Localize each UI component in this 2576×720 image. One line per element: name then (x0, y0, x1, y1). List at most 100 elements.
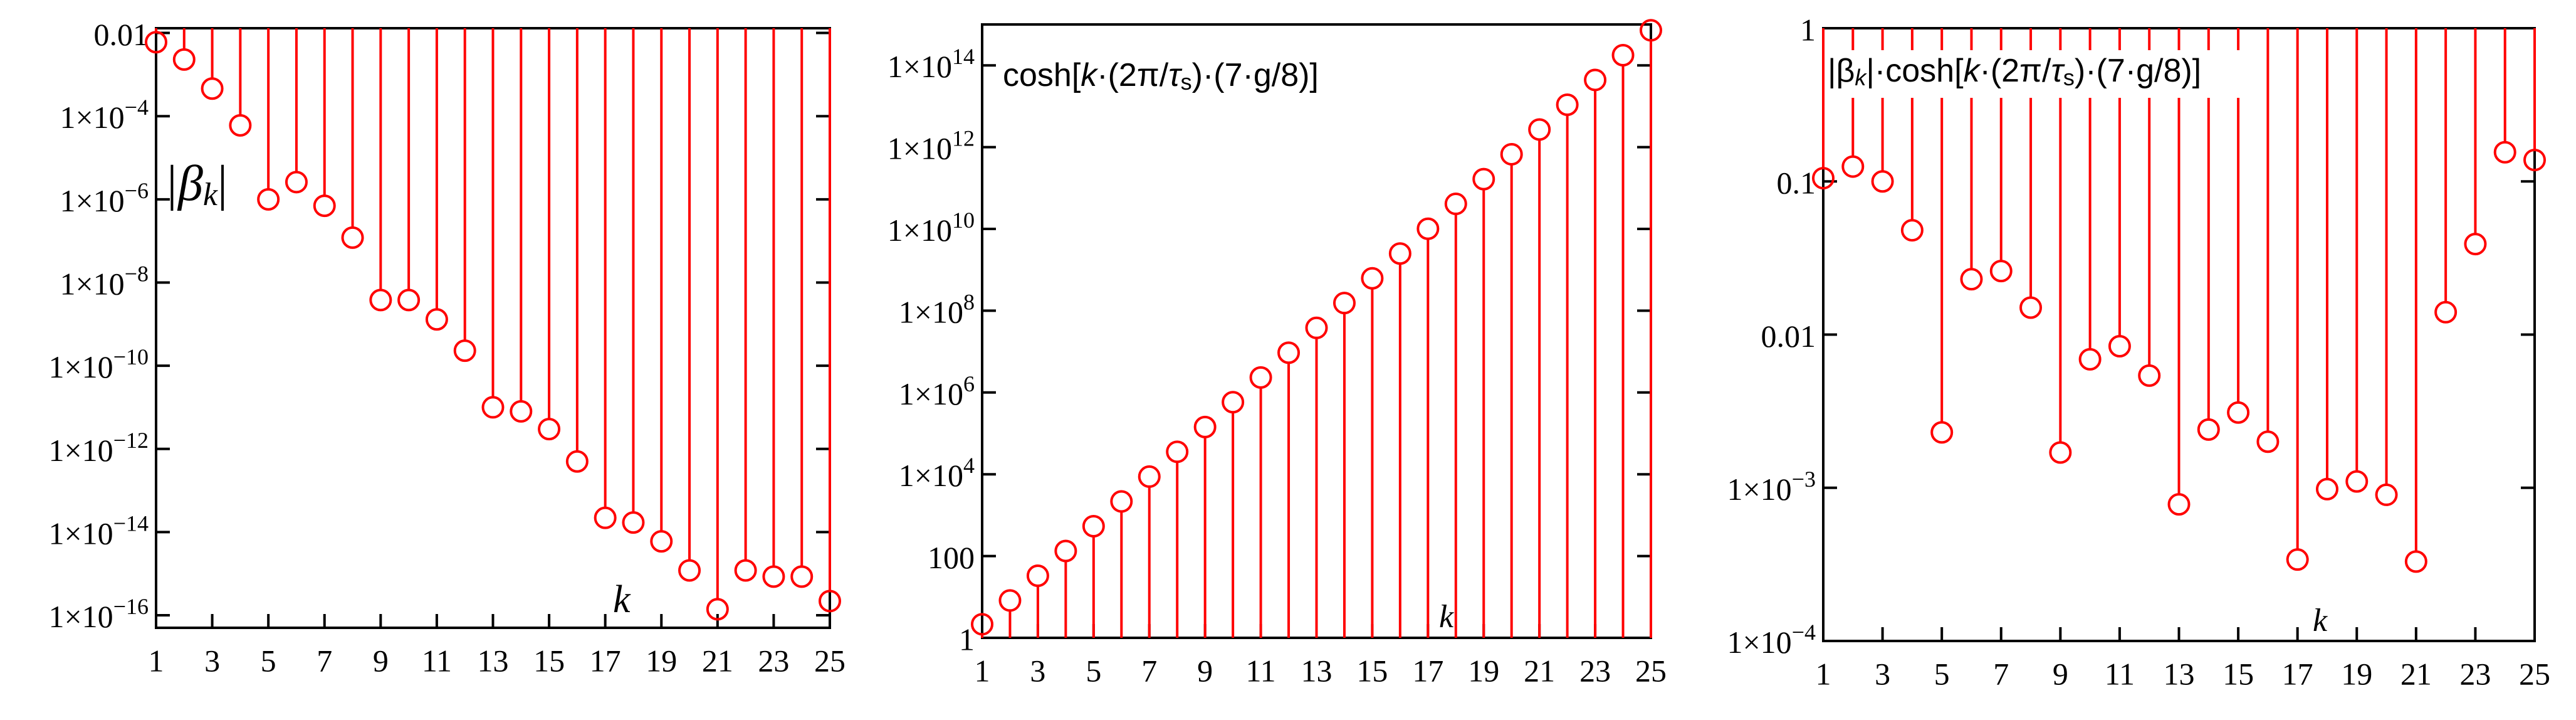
stem-marker (1900, 219, 1924, 242)
label-part: |β (164, 156, 203, 211)
stem-marker (1960, 268, 1983, 291)
y-tick-label: 1×1014 (887, 44, 975, 84)
stem-marker (201, 77, 224, 100)
x-tick-label: 9 (1197, 653, 1213, 688)
label-part: |·cosh[ (1866, 53, 1964, 89)
stem-marker (1361, 267, 1384, 290)
x-tick-label: 25 (1635, 653, 1667, 688)
stem-marker (1333, 292, 1356, 315)
x-tick-label: 1 (975, 653, 990, 688)
label-part: k (1964, 53, 1982, 89)
stem-marker (1166, 440, 1189, 463)
label-part: )·(7·g/8)] (2075, 53, 2201, 89)
label-part: | (217, 156, 228, 211)
stem-marker (622, 511, 645, 534)
x-tick-label: 5 (1086, 653, 1101, 688)
stem-marker (369, 289, 392, 312)
stem-marker (2019, 296, 2043, 319)
x-tick-label: 11 (2105, 656, 2135, 691)
label-part: τ (1168, 57, 1183, 93)
stem-marker (2375, 483, 2398, 506)
stem-marker (313, 194, 336, 218)
x-tick-label: 13 (1301, 653, 1333, 688)
stem-marker (2345, 470, 2369, 493)
y-tick-label: 1×10−8 (60, 262, 149, 302)
stem-marker (341, 226, 364, 249)
stem-marker (2108, 334, 2131, 357)
y-tick-label: 1×10−12 (48, 428, 149, 468)
x-tick-label: 5 (261, 643, 276, 678)
y-axis-label: |βk| (164, 156, 228, 213)
stem-marker (1193, 415, 1217, 438)
stem-marker (1082, 515, 1105, 538)
stem-marker (2078, 347, 2102, 371)
stem-marker (762, 565, 785, 588)
stem-marker (565, 450, 589, 473)
stem-marker (1500, 142, 1523, 166)
x-tick-label: 9 (373, 643, 389, 678)
x-tick-label: 13 (478, 643, 509, 678)
y-tick-label: 1×10−16 (48, 594, 149, 634)
plots: 0.01 1×10−4 1×10−6 1×10−8 1×10−10 1×10−12 1×10… (48, 12, 2550, 691)
stem-marker (2227, 401, 2250, 424)
x-tick-label: 21 (2401, 656, 2432, 691)
stem-marker (2523, 149, 2546, 172)
stem-marker (706, 598, 729, 621)
label-part: k (1855, 65, 1867, 90)
stem-marker (819, 590, 841, 613)
stem-marker (397, 289, 421, 312)
x-tick-label: 21 (1524, 653, 1555, 688)
x-tick-label: 7 (1141, 653, 1157, 688)
stem-marker (734, 559, 757, 582)
stem-marker (172, 48, 196, 71)
stem-marker (510, 400, 533, 423)
y-tick-label: 1×1012 (887, 126, 975, 166)
x-axis-label: k (1439, 599, 1454, 635)
stem-marker (1388, 242, 1411, 265)
y-tick-label: 1×104 (899, 453, 975, 493)
y-axis-label: cosh[k·(2π/τs)·(7·g/8)] (1003, 57, 1319, 95)
x-tick-label: 23 (2459, 656, 2491, 691)
y-tick-label: 0.1 (1777, 166, 1816, 201)
stem-marker (2286, 548, 2309, 571)
x-tick-label: 17 (590, 643, 621, 678)
x-tick-label: 7 (1993, 656, 2009, 691)
stem-marker (1584, 68, 1607, 92)
stem-marker (1556, 93, 1579, 116)
x-tick-label: 5 (1934, 656, 1950, 691)
x-tick-label: 9 (2053, 656, 2068, 691)
stem-marker (1640, 19, 1662, 42)
x-tick-label: 15 (1356, 653, 1388, 688)
label-part: s (2063, 65, 2075, 90)
label-part: s (1181, 69, 1192, 95)
stem-marker (2167, 493, 2191, 516)
y-tick-label: 1×10−3 (1727, 467, 1816, 507)
x-tick-label: 17 (2282, 656, 2313, 691)
x-tick-label: 3 (1875, 656, 1890, 691)
stem-marker (2256, 430, 2280, 453)
stem-marker (1249, 366, 1272, 389)
stem-marker (1930, 421, 1954, 444)
stem-marker (650, 530, 673, 553)
label-part: |β (1828, 53, 1855, 89)
label-part: ·(2π/ (1097, 57, 1168, 93)
stem-marker (1989, 260, 2013, 283)
y-tick-label: 1×10−10 (48, 344, 149, 384)
y-tick-label: 100 (928, 540, 975, 575)
stem-marker (1305, 316, 1328, 339)
stem-marker (594, 506, 617, 529)
stem-marker (1110, 490, 1133, 513)
y-tick-label: 0.01 (1761, 319, 1816, 354)
y-tick-label: 1×108 (899, 290, 975, 330)
x-tick-label: 23 (1579, 653, 1611, 688)
y-tick-label: 0.01 (94, 17, 149, 52)
stem-marker (285, 171, 308, 194)
stem-marker (538, 418, 561, 441)
stem-marker (1841, 155, 1865, 178)
stem-marker (1812, 167, 1835, 190)
stem-marker (481, 396, 505, 419)
y-axis-label: |βk|·cosh[k·(2π/τs)·(7·g/8)] (1828, 53, 2201, 90)
stem-marker (1528, 118, 1551, 141)
stem-marker (1416, 217, 1440, 240)
